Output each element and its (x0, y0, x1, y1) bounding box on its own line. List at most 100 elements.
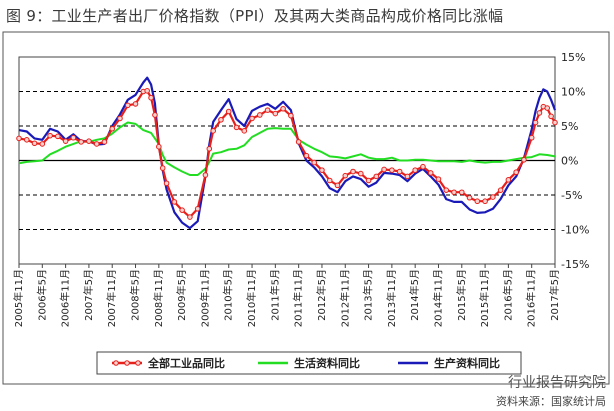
x-tick-label: 2009年11月 (198, 269, 211, 327)
data-point (412, 167, 418, 173)
data-point (548, 113, 554, 120)
legend: 全部工业品同比 生活资料同比 生产资料同比 (96, 351, 522, 375)
data-point (272, 110, 279, 117)
data-point (311, 159, 317, 166)
x-tick-label: 2016年11月 (525, 269, 538, 327)
y-tick-label: 0% (561, 155, 578, 168)
data-point (264, 107, 271, 113)
data-point (144, 88, 150, 94)
data-point (357, 170, 364, 177)
data-point (16, 135, 22, 142)
x-tick-label: 2009年5月 (175, 269, 188, 321)
data-point (482, 198, 488, 205)
data-point (497, 187, 504, 193)
data-point (521, 157, 527, 163)
x-tick-label: 2008年5月 (129, 269, 142, 321)
data-point (179, 207, 185, 213)
data-point (152, 112, 158, 118)
x-tick-label: 2005年11月 (12, 269, 25, 327)
data-point (342, 172, 349, 179)
data-point (474, 198, 481, 205)
data-point (148, 94, 154, 101)
data-point (39, 141, 46, 147)
x-tick-label: 2007年5月 (82, 269, 95, 321)
data-point (319, 167, 325, 173)
legend-marker (113, 360, 119, 366)
x-tick-label: 2014年11月 (431, 269, 444, 327)
data-point (86, 138, 92, 144)
data-point (350, 168, 356, 175)
x-tick-label: 2015年11月 (478, 269, 491, 327)
data-point (427, 170, 434, 176)
data-point (490, 194, 496, 200)
source-note: 资料来源：国家统计局 (496, 395, 606, 408)
y-tick-label: 5% (561, 120, 578, 133)
legend-box (96, 351, 522, 375)
data-point (218, 116, 224, 123)
chart-title: 图 9：工业生产者出厂价格指数（PPI）及其两大类商品构成价格同比涨幅 (6, 7, 504, 25)
data-point (532, 119, 539, 126)
data-point (295, 139, 302, 145)
data-point (78, 139, 84, 145)
x-tick-label: 2012年11月 (338, 269, 351, 327)
data-point (288, 112, 294, 119)
data-point (187, 214, 193, 220)
data-point (70, 134, 77, 141)
data-point (163, 180, 170, 187)
data-point (171, 199, 178, 205)
data-point (62, 138, 69, 144)
data-point (396, 168, 403, 175)
data-point (373, 173, 380, 180)
data-point (132, 101, 139, 107)
legend-label-total: 全部工业品同比 (147, 356, 225, 370)
data-point (101, 139, 108, 145)
y-tick-label: -10% (561, 224, 589, 237)
data-point (326, 177, 333, 184)
x-tick-label: 2007年11月 (105, 269, 118, 327)
data-point (47, 132, 53, 139)
data-point (513, 169, 519, 176)
data-point (389, 167, 395, 173)
data-point (159, 165, 166, 171)
y-tick-label: 15% (561, 51, 585, 64)
data-point (31, 140, 38, 147)
data-point (225, 108, 232, 115)
data-point (156, 143, 162, 150)
data-point (466, 194, 473, 201)
series-line-living (18, 121, 556, 176)
data-point (210, 128, 217, 134)
y-tick-label: -5% (561, 189, 582, 202)
data-point (124, 102, 131, 109)
data-point (552, 119, 558, 126)
data-point (381, 166, 387, 173)
y-tick-label: -15% (561, 258, 589, 271)
x-tick-label: 2011年11月 (292, 269, 305, 327)
data-point (206, 145, 213, 152)
data-point (241, 128, 248, 134)
x-tick-label: 2010年11月 (245, 269, 258, 327)
x-axis-ticks: 2005年11月 2006年5月 2006年11月 2007年5月 2007年11月 20… (12, 264, 561, 327)
data-point (117, 115, 123, 122)
x-tick-label: 2017年5月 (548, 269, 561, 321)
x-tick-label: 2010年5月 (222, 269, 235, 321)
data-point (303, 152, 310, 159)
data-point (55, 133, 61, 140)
data-point (544, 105, 551, 111)
data-point (257, 112, 263, 118)
legend-marker (124, 360, 130, 366)
data-point (233, 124, 240, 131)
data-point (435, 176, 442, 182)
data-point (109, 125, 116, 132)
data-point (404, 173, 411, 180)
x-tick-label: 2013年11月 (385, 269, 398, 327)
series-line-total (18, 89, 556, 219)
data-point (528, 134, 535, 141)
data-point (505, 177, 512, 183)
series-lines (16, 76, 558, 230)
series-line-production (18, 76, 557, 230)
data-point (365, 177, 372, 184)
y-tick-label: 10% (561, 86, 585, 99)
data-point (280, 105, 286, 112)
legend-marker (135, 360, 141, 366)
